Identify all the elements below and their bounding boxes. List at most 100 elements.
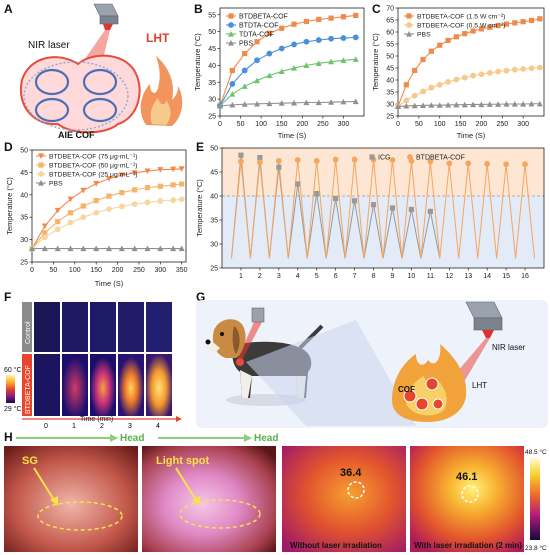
plot-frame (397, 7, 545, 117)
y-tick-label: 70 (386, 6, 394, 13)
y-tick-label: 25 (210, 266, 218, 273)
data-point-1-11 (352, 34, 359, 41)
data-point-2-1 (229, 91, 236, 97)
legend-label-0: BTDBETA-COF (75 μg⋅mL⁻¹) (49, 154, 137, 161)
panel-f-scale-max: 60 °C (4, 366, 22, 374)
panel-g-cof-label: COF (398, 385, 415, 394)
data-point-0-2 (412, 67, 418, 73)
data-point-1-14 (503, 161, 510, 168)
x-tick-label: 15 (502, 273, 510, 280)
data-point-0-10 (478, 26, 485, 32)
data-point-1-17 (536, 64, 543, 71)
data-point-3-6 (291, 99, 298, 106)
data-point-0-1 (41, 223, 48, 230)
chart-b: 0 50 100 150 200 250 300 25 30 35 40 45 50 55 Time (S)… (193, 7, 365, 140)
series-line-1 (230, 159, 536, 259)
data-point-3-5 (278, 100, 285, 106)
panel-h-head-2: Head (254, 433, 278, 444)
data-point-0-17 (537, 16, 543, 22)
data-point-2-7 (453, 101, 460, 108)
data-point-0-2 (242, 50, 248, 57)
panel-f-xlabel: Time (min) (80, 416, 114, 423)
flame-cluster-icon (392, 344, 467, 422)
data-point-1-10 (427, 158, 434, 165)
data-point-2-9 (328, 58, 335, 65)
data-point-2-12 (178, 196, 185, 203)
chart-e: 1 2 3 4 5 6 7 8 9 10 11 12 13 14 15 16253035404550Tempe… (195, 146, 545, 280)
y-axis-label: Temperature (°C) (193, 33, 202, 91)
data-point-0-6 (106, 176, 112, 182)
panel-h-sg-label: SG (22, 455, 38, 467)
legend-label-2: TDTA-COF (239, 32, 274, 39)
data-point-2-2 (411, 102, 418, 109)
y-tick-label: 30 (208, 97, 216, 104)
panel-h-light-spot-label: Light spot (156, 455, 209, 467)
panel-letter-h: H (4, 430, 13, 444)
data-point-1-1 (42, 230, 48, 236)
y-tick-label: 35 (210, 218, 218, 225)
y-tick-label: 50 (210, 146, 218, 153)
data-point-0-10 (340, 14, 347, 20)
panel-g-illustration: NIR laser COF LHT (196, 300, 548, 428)
data-point-2-6 (291, 65, 298, 71)
data-point-2-6 (445, 101, 452, 108)
data-point-0-6 (291, 21, 297, 27)
panel-f-color-scale (6, 375, 15, 403)
data-point-1-12 (495, 68, 502, 75)
data-point-2-5 (93, 209, 100, 216)
panel-f-thermal-grid: 60 °C 29 °C Control BTDBETA-COF 0 1 2 3 … (4, 302, 182, 430)
x-tick-label: 200 (296, 121, 308, 128)
data-point-2-9 (144, 199, 151, 206)
data-point-1-9 (144, 185, 151, 191)
data-point-3-2 (54, 245, 61, 252)
surgery-photo-1 (4, 446, 138, 552)
x-tick-label: 100 (255, 121, 267, 128)
y-axis-label: Temperature (°C) (371, 33, 380, 91)
data-point-0-3 (67, 196, 74, 203)
data-point-1-5 (278, 45, 285, 52)
y-tick-label: 35 (208, 80, 216, 87)
chart-c: 0 50 100 150 200 250 300 25 30 35 40 45 50 55 60 65 70 Ti… (371, 6, 545, 140)
control-thermal-row (34, 302, 172, 352)
panel-h-caption-2: With laser irradiation (2 min) (414, 541, 522, 550)
legend-marker-3 (38, 180, 44, 186)
data-point-0-10 (157, 167, 164, 173)
data-point-0-1 (229, 67, 235, 74)
data-point-1-1 (229, 81, 236, 87)
data-point-2-1 (41, 234, 48, 241)
legend-marker-2 (38, 171, 44, 177)
data-point-1-10 (478, 71, 485, 78)
plot-frame (219, 7, 365, 117)
surgery-photo-2 (142, 446, 276, 552)
data-point-1-6 (291, 41, 297, 48)
x-tick-label: 250 (317, 121, 329, 128)
data-point-3-5 (93, 245, 100, 252)
legend-marker-0 (228, 13, 234, 19)
data-point-0-15 (520, 19, 526, 25)
data-point-2-3 (254, 77, 261, 84)
data-point-0-9 (144, 168, 151, 175)
data-point-3-0 (217, 102, 223, 109)
panel-f-scale-min: 29 °C (4, 405, 22, 413)
panel-f-tick-4: 4 (156, 423, 160, 430)
data-point-1-5 (93, 198, 99, 204)
data-point-3-7 (303, 99, 310, 106)
x-axis-label: Time (S) (457, 131, 486, 140)
panel-f-tick-2: 2 (100, 423, 104, 430)
data-point-1-16 (528, 65, 535, 72)
data-point-0-11 (353, 12, 359, 19)
panel-letter-f: F (4, 290, 12, 304)
data-point-0-4 (314, 191, 320, 197)
data-point-0-3 (254, 39, 260, 45)
data-point-1-4 (266, 50, 273, 57)
data-point-1-3 (67, 210, 74, 216)
data-point-2-11 (352, 56, 359, 62)
data-point-1-9 (470, 72, 476, 79)
legend-label-0: BTDBETA-COF (239, 14, 288, 21)
hot-region (222, 148, 544, 196)
data-point-2-6 (106, 206, 112, 213)
data-point-2-4 (428, 102, 435, 108)
data-point-1-13 (484, 160, 491, 167)
y-tick-label: 45 (20, 170, 28, 177)
data-point-2-10 (340, 57, 347, 63)
